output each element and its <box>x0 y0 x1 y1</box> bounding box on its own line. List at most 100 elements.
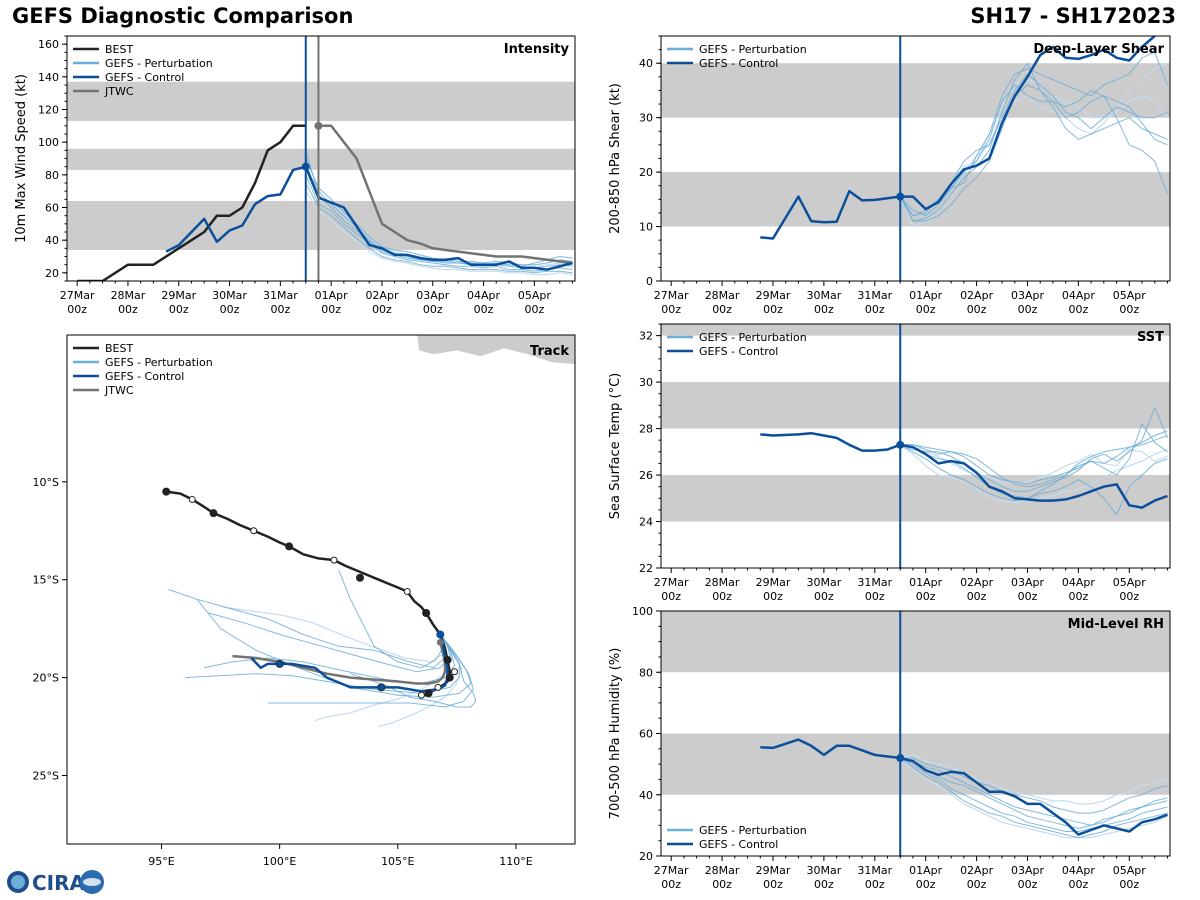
x-tick-label-0: 27Mar <box>60 289 95 302</box>
best-track-point-1 <box>209 509 218 518</box>
series-line-member-4 <box>305 174 573 272</box>
track-line-member-7 <box>267 634 474 708</box>
best-track-point-11 <box>250 527 258 535</box>
panel-title: SST <box>1137 330 1164 345</box>
series-line-control-0 <box>760 431 1168 509</box>
init-marker-control <box>896 192 905 201</box>
legend-label-0: GEFS - Perturbation <box>699 331 807 344</box>
series-line-member-7 <box>305 150 573 267</box>
plot-frame <box>660 323 1171 569</box>
series-group <box>760 407 1168 516</box>
best-track-point-16 <box>417 691 425 699</box>
y-tick-label-0: 20 <box>45 267 59 280</box>
x-tick-sub-8: 00z <box>1068 590 1088 603</box>
series-line-control-1 <box>165 165 573 271</box>
series-line-member-1 <box>900 430 1168 485</box>
y-tick-label-3: 30 <box>639 112 653 125</box>
control-start-point <box>436 630 445 639</box>
series-line-control-0 <box>760 738 1168 836</box>
panel-title: Deep-Layer Shear <box>1033 42 1164 57</box>
storm-id: SH17 - SH172023 <box>970 4 1176 28</box>
landmass <box>416 335 575 365</box>
intensity-band-1 <box>661 382 1170 429</box>
y-axis-label: 700-500 hPa Humidity (%) <box>608 648 623 820</box>
y-tick-label-4: 40 <box>639 57 653 70</box>
x-tick-sub-3: 00z <box>220 303 240 316</box>
series-group <box>760 738 1168 839</box>
best-track-point-12 <box>330 556 338 564</box>
x-tick-sub-1: 00z <box>712 590 732 603</box>
series-line-member-3 <box>900 407 1168 492</box>
x-tick-label-3: 30Mar <box>806 864 841 877</box>
y-tick-label-1: 40 <box>639 789 653 802</box>
init-marker-jtwc <box>314 121 323 130</box>
x-tick-sub-7: 00z <box>423 303 443 316</box>
best-track-point-4 <box>422 608 431 617</box>
best-track-point-15 <box>434 683 442 691</box>
legend-label-1: GEFS - Perturbation <box>105 356 213 369</box>
x-tick-sub-4: 00z <box>865 590 885 603</box>
series-line-member-5 <box>899 84 1168 222</box>
series-line-member-2 <box>899 757 1168 832</box>
x-tick-label-5: 01Apr <box>909 576 943 589</box>
x-tick-sub-9: 00z <box>1119 878 1139 891</box>
x-tick-label-3: 30Mar <box>212 289 247 302</box>
legend-label-1: GEFS - Control <box>699 838 778 851</box>
legend-label-1: GEFS - Control <box>699 57 778 70</box>
series-line-control-0 <box>760 36 1156 240</box>
series-line-member-3 <box>899 84 1168 217</box>
y-tick-label-4: 30 <box>639 376 653 389</box>
panel-title: Track <box>530 344 569 359</box>
y-tick-label-0: 0 <box>646 275 653 288</box>
x-tick-label-9: 05Apr <box>1113 576 1147 589</box>
x-tick-sub-4: 00z <box>865 303 885 316</box>
x-tick-label-2: 29Mar <box>756 576 791 589</box>
control-point-1 <box>378 684 385 691</box>
x-tick-label-4: 31Mar <box>857 864 892 877</box>
series-line-jtwc-2 <box>318 124 573 265</box>
x-tick-sub-9: 00z <box>1119 303 1139 316</box>
series-line-member-2 <box>900 423 1168 499</box>
init-marker-control <box>301 162 310 171</box>
legend-label-1: GEFS - Control <box>699 345 778 358</box>
y-tick-label-2: 60 <box>45 202 59 215</box>
x-tick-sub-7: 00z <box>1018 590 1038 603</box>
y-tick-label-7: 160 <box>38 38 59 51</box>
y-tick-label-5: 32 <box>639 330 653 343</box>
x-tick-sub-4: 00z <box>865 878 885 891</box>
init-marker-control <box>896 440 905 449</box>
y-tick-label-3: 28 <box>639 423 653 436</box>
init-marker-control <box>896 754 905 762</box>
x-tick-label-6: 02Apr <box>960 576 994 589</box>
x-tick-sub-0: 00z <box>67 303 87 316</box>
track-line-member_light-12 <box>314 634 453 722</box>
x-tick-label-8: 04Apr <box>467 289 501 302</box>
x-tick-sub-0: 00z <box>661 303 681 316</box>
best-track-point-2 <box>285 542 294 551</box>
best-track-point-10 <box>188 495 196 503</box>
x-tick-sub-9: 00z <box>1119 590 1139 603</box>
y-axis-label: Sea Surface Temp (°C) <box>608 373 623 520</box>
series-line-member-5 <box>900 435 1168 488</box>
x-tick-label-1: 28Mar <box>111 289 146 302</box>
legend-label-3: JTWC <box>104 384 134 397</box>
x-tick-sub-7: 00z <box>1018 303 1038 316</box>
x-tick-label-3: 30Mar <box>806 576 841 589</box>
x-tick-sub-5: 00z <box>916 303 936 316</box>
y-axis-label: 200-850 hPa Shear (kt) <box>608 83 623 234</box>
x-tick-label-1: 28Mar <box>705 289 740 302</box>
legend-label-2: GEFS - Control <box>105 71 184 84</box>
x-tick-label-3: 30Mar <box>806 289 841 302</box>
x-tick-sub-2: 00z <box>763 303 783 316</box>
x-tick-label-4: 31Mar <box>857 576 892 589</box>
y-tick-label-1: 10 <box>639 221 653 234</box>
lat-tick-label-1: 15°S <box>33 574 59 587</box>
x-tick-label-9: 05Apr <box>1113 289 1147 302</box>
x-tick-sub-8: 00z <box>1068 303 1088 316</box>
x-tick-sub-1: 00z <box>712 878 732 891</box>
x-tick-label-5: 01Apr <box>315 289 349 302</box>
y-tick-label-0: 20 <box>639 850 653 863</box>
x-tick-label-1: 28Mar <box>705 576 740 589</box>
